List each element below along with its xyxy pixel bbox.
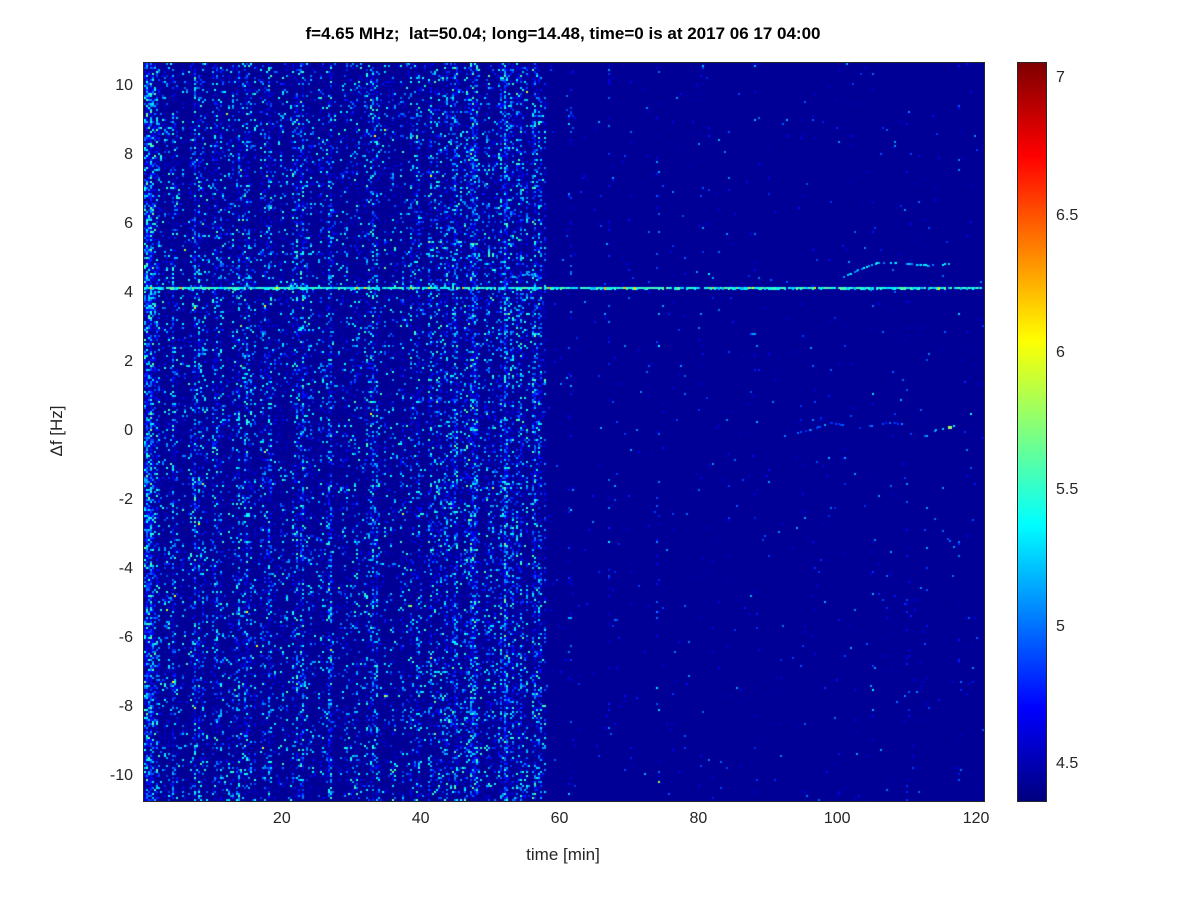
y-tick-label: 2: [124, 353, 133, 371]
colorbar-tick-label: 6.5: [1056, 206, 1079, 224]
x-tick-label: 80: [689, 810, 708, 827]
x-tick-label: 40: [411, 810, 430, 827]
colorbar-tick-label: 4.5: [1056, 755, 1079, 773]
y-tick-label: -6: [118, 628, 133, 646]
y-tick-label: -8: [118, 697, 133, 715]
y-tick-label: -4: [118, 559, 133, 577]
colorbar-canvas: [1018, 63, 1046, 801]
colorbar-tick-label: 5.5: [1056, 480, 1079, 498]
colorbar-tick-label: 5: [1056, 618, 1065, 636]
y-axis-label: Δf [Hz]: [47, 405, 66, 457]
y-tick-label: -2: [118, 490, 133, 508]
x-tick-label: 60: [550, 810, 569, 827]
y-tick-label: 0: [124, 422, 133, 439]
colorbar-tick-label: 6: [1056, 343, 1065, 361]
x-tick-label: 100: [823, 810, 851, 827]
x-tick-label: 120: [962, 810, 990, 827]
y-tick-label: -10: [109, 766, 133, 784]
x-axis-label: time [min]: [526, 845, 600, 864]
y-tick-label: 6: [124, 215, 133, 233]
x-tick-label: 20: [272, 810, 291, 827]
heatmap-canvas: [144, 63, 984, 801]
y-tick-label: 8: [124, 146, 133, 164]
y-tick-label: 4: [124, 284, 133, 302]
chart-title: f=4.65 MHz; lat=50.04; long=14.48, time=…: [305, 24, 821, 43]
y-tick-label: 10: [115, 77, 133, 95]
colorbar: [1017, 62, 1047, 802]
colorbar-tick-label: 7: [1056, 69, 1065, 87]
plot-area: [143, 62, 985, 802]
